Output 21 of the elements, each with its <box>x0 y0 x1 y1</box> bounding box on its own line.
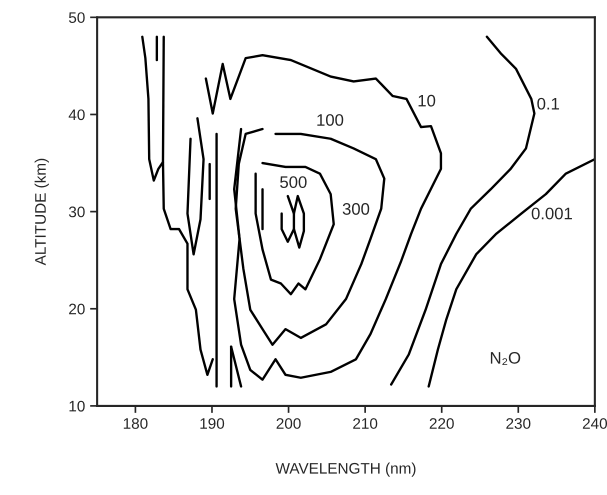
x-tick-label: 210 <box>353 418 378 429</box>
annotation: 500 <box>280 176 307 188</box>
x-tick-label: 200 <box>276 418 301 429</box>
x-tick-label: 220 <box>430 418 454 429</box>
y-axis-title: ALTITUDE (km) <box>34 158 49 266</box>
annotation: N₂O <box>490 352 520 366</box>
x-axis-title: WAVELENGTH (nm) <box>276 462 416 477</box>
x-tick-label: 240 <box>582 418 607 429</box>
y-tick-label: 20 <box>69 304 85 314</box>
y-tick-label: 50 <box>68 12 85 24</box>
y-tick-label: 40 <box>68 109 85 120</box>
annotation: 10 <box>418 94 436 107</box>
annotation: 300 <box>342 203 370 215</box>
y-tick-label: 10 <box>69 400 85 412</box>
annotation: 0.1 <box>537 98 560 110</box>
x-tick-label: 190 <box>200 418 224 429</box>
annotation: 100 <box>317 114 344 126</box>
annotation: 0.001 <box>532 208 572 220</box>
x-tick-label: 180 <box>124 418 148 429</box>
y-tick-label: 30 <box>68 206 85 218</box>
x-tick-label: 230 <box>506 418 530 429</box>
